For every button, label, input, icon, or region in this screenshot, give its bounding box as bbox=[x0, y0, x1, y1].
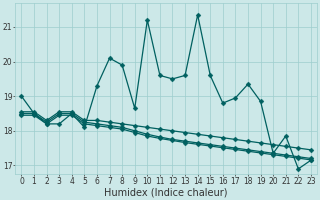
X-axis label: Humidex (Indice chaleur): Humidex (Indice chaleur) bbox=[104, 187, 228, 197]
